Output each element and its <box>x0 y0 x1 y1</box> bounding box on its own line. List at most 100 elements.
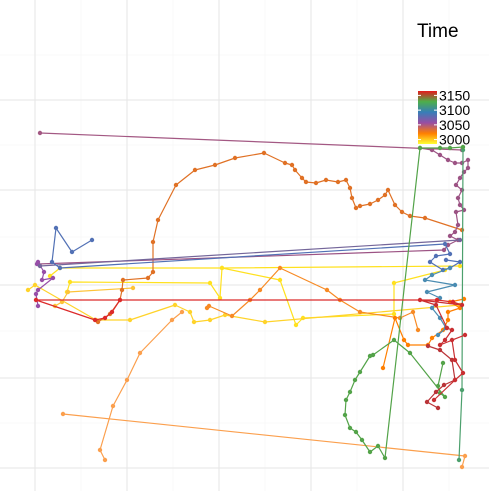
data-point <box>37 263 43 269</box>
series-0 <box>64 265 448 328</box>
data-point <box>207 280 213 286</box>
data-point <box>452 282 458 288</box>
data-point <box>459 187 465 193</box>
data-point <box>441 382 447 388</box>
data-point <box>137 350 143 356</box>
data-point <box>102 315 108 321</box>
data-point <box>343 177 349 183</box>
series-19 <box>33 297 456 323</box>
series-line <box>419 299 466 401</box>
data-point <box>92 317 98 323</box>
data-point <box>429 147 435 153</box>
data-point <box>437 347 443 353</box>
data-point <box>392 315 398 321</box>
data-point <box>445 309 451 315</box>
data-point <box>391 311 397 317</box>
data-point <box>457 259 463 265</box>
data-point <box>117 297 123 303</box>
data-point <box>67 279 73 285</box>
data-point <box>257 287 263 293</box>
data-point <box>119 287 125 293</box>
series-4 <box>97 309 185 463</box>
series-9 <box>37 130 465 153</box>
data-point <box>407 213 413 219</box>
data-point <box>445 317 451 323</box>
series-1 <box>47 263 463 279</box>
data-point <box>169 317 175 323</box>
data-point <box>130 285 136 291</box>
data-point <box>277 265 283 271</box>
data-point <box>33 291 39 297</box>
data-point <box>437 145 443 151</box>
legend-title: Time <box>417 21 459 42</box>
data-point <box>97 447 103 453</box>
data-point <box>380 365 386 371</box>
data-point <box>357 203 363 209</box>
data-point <box>124 377 130 383</box>
series-line <box>99 311 183 461</box>
data-point <box>433 253 439 259</box>
data-point <box>69 249 75 255</box>
data-point <box>110 403 116 409</box>
data-point <box>375 197 381 203</box>
series-line <box>39 239 461 267</box>
data-point <box>462 453 468 459</box>
data-point <box>422 215 428 221</box>
data-point <box>465 165 471 171</box>
data-point <box>353 205 359 211</box>
data-point <box>449 337 455 343</box>
data-point <box>459 302 465 308</box>
data-point <box>429 335 435 341</box>
data-point <box>399 209 405 215</box>
data-point <box>357 309 363 315</box>
data-point <box>41 269 47 275</box>
data-point <box>347 425 353 431</box>
series-10 <box>35 145 471 267</box>
data-point <box>417 145 423 151</box>
data-point <box>441 247 447 253</box>
data-point <box>452 377 458 383</box>
data-point <box>442 241 448 247</box>
data-point <box>359 437 365 443</box>
data-point <box>347 389 353 395</box>
data-point <box>60 411 66 417</box>
data-point <box>459 387 465 393</box>
data-point <box>39 277 45 283</box>
data-point <box>261 150 267 156</box>
series-line <box>39 132 463 151</box>
data-point <box>445 157 451 163</box>
series-line <box>97 152 463 323</box>
data-point <box>32 282 38 288</box>
data-point <box>127 317 133 323</box>
data-point <box>415 327 421 333</box>
data-point <box>460 144 466 150</box>
data-point <box>53 225 59 231</box>
data-point <box>433 302 439 308</box>
data-point <box>457 263 463 269</box>
data-point <box>367 449 373 455</box>
data-point <box>262 319 268 325</box>
data-point <box>391 280 397 286</box>
series-line <box>54 287 134 307</box>
data-point <box>437 152 443 158</box>
data-point <box>401 337 407 343</box>
data-point <box>192 167 198 173</box>
data-point <box>57 265 63 271</box>
data-point <box>453 209 459 215</box>
data-point <box>323 177 329 183</box>
data-point <box>433 389 439 395</box>
data-point <box>450 299 456 305</box>
series-5 <box>60 411 468 470</box>
data-point <box>303 179 309 185</box>
data-point <box>455 195 461 201</box>
data-point <box>50 275 56 281</box>
data-point <box>207 317 213 323</box>
data-point <box>443 257 449 263</box>
data-point <box>422 277 428 283</box>
data-point <box>459 464 465 470</box>
data-point <box>335 179 341 185</box>
data-point <box>424 289 430 295</box>
data-point <box>289 162 295 168</box>
data-point <box>150 239 156 245</box>
data-point <box>375 443 381 449</box>
